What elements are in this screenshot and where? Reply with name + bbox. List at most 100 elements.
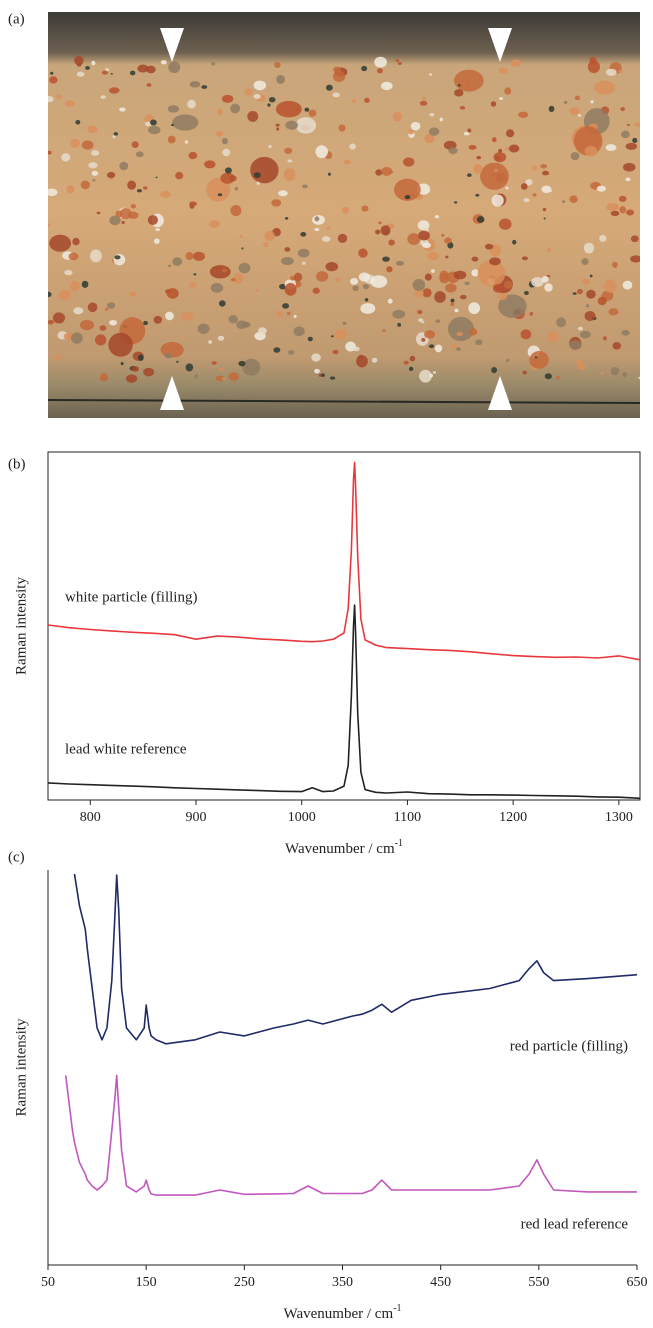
particle xyxy=(585,304,590,308)
particle xyxy=(374,229,381,235)
particle xyxy=(388,239,395,246)
particle xyxy=(529,312,534,316)
particle xyxy=(155,228,160,232)
particle xyxy=(457,84,461,87)
particle xyxy=(632,137,638,143)
particle xyxy=(314,227,320,232)
particle xyxy=(434,291,446,303)
particle xyxy=(143,186,148,190)
particle xyxy=(508,144,520,153)
particle xyxy=(147,215,158,226)
particle xyxy=(352,346,360,352)
particle xyxy=(307,336,313,342)
particle xyxy=(48,188,58,197)
particle xyxy=(172,257,183,266)
series-label: red lead reference xyxy=(521,1216,629,1232)
particle xyxy=(428,344,435,349)
x-tick-label: 650 xyxy=(627,1275,648,1290)
particle xyxy=(397,62,402,65)
particle xyxy=(343,159,351,165)
particle xyxy=(350,278,359,285)
particle xyxy=(48,150,52,155)
panel-label: (a) xyxy=(8,11,25,27)
particle xyxy=(456,347,461,351)
particle xyxy=(349,143,356,150)
particle xyxy=(137,189,142,193)
particle xyxy=(404,195,411,200)
particle xyxy=(168,61,181,74)
particle xyxy=(325,84,333,91)
particle xyxy=(622,280,633,290)
particle xyxy=(194,374,199,379)
particle xyxy=(228,315,238,324)
x-tick-label: 1000 xyxy=(288,810,316,825)
particle xyxy=(66,185,75,194)
particle xyxy=(376,68,383,74)
particle xyxy=(341,206,350,214)
photo-markers xyxy=(160,28,512,410)
particle xyxy=(506,129,515,138)
particle xyxy=(381,166,393,176)
particle xyxy=(453,270,467,280)
marker xyxy=(488,376,512,410)
particle xyxy=(444,237,452,244)
particle xyxy=(468,302,481,315)
particle xyxy=(125,374,138,383)
particle xyxy=(70,332,83,344)
particle xyxy=(492,283,504,293)
particle xyxy=(337,233,348,244)
particle xyxy=(476,216,485,223)
particle xyxy=(112,135,116,139)
particle xyxy=(72,237,80,246)
photo xyxy=(48,12,640,418)
particle xyxy=(189,81,201,88)
x-axis-label-superscript: -1 xyxy=(395,838,403,849)
particle xyxy=(382,256,390,262)
particle xyxy=(91,170,99,176)
particle xyxy=(333,66,342,73)
particle xyxy=(473,164,483,174)
particle xyxy=(351,99,357,103)
particle xyxy=(87,125,98,134)
particle xyxy=(583,242,595,254)
particle xyxy=(120,361,124,366)
particle xyxy=(61,153,71,162)
series-label: red particle (filling) xyxy=(510,1038,628,1054)
particle xyxy=(395,59,400,62)
marker xyxy=(160,28,184,62)
particle xyxy=(605,68,617,76)
particle xyxy=(390,170,394,174)
particle xyxy=(332,92,340,98)
particle xyxy=(130,203,136,209)
particle xyxy=(255,289,259,292)
particle xyxy=(181,312,194,321)
particle xyxy=(176,360,179,363)
particle xyxy=(397,322,402,327)
particle xyxy=(48,223,51,226)
particle xyxy=(184,140,189,144)
particle xyxy=(217,335,225,341)
particle xyxy=(129,70,136,76)
particle xyxy=(450,344,458,349)
particle xyxy=(281,257,294,266)
particle xyxy=(577,114,582,117)
particle xyxy=(421,321,425,324)
particle xyxy=(312,287,320,294)
particle xyxy=(145,65,156,74)
particle xyxy=(498,67,509,74)
particle xyxy=(498,148,503,154)
particle xyxy=(412,279,426,291)
particle xyxy=(504,280,513,289)
particle xyxy=(370,275,388,288)
particle xyxy=(422,288,432,298)
particle xyxy=(221,94,234,103)
x-tick-label: 1100 xyxy=(394,810,421,825)
particle xyxy=(491,137,497,143)
particle xyxy=(498,294,527,318)
particle xyxy=(242,321,251,328)
particle xyxy=(392,309,406,319)
particle xyxy=(498,218,512,230)
particle xyxy=(282,303,290,309)
particle xyxy=(224,167,232,174)
particle xyxy=(431,269,435,273)
